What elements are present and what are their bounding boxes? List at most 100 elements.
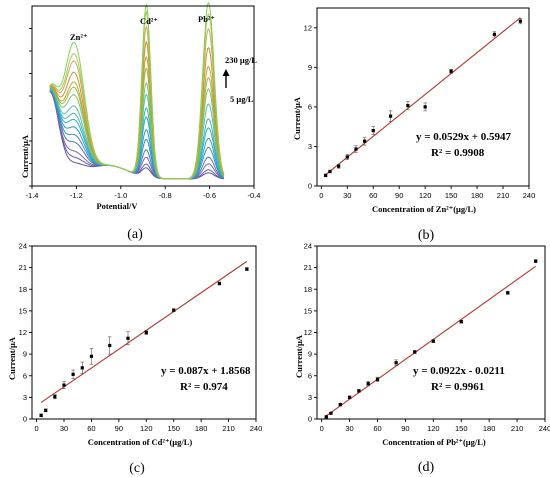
panel-c-ytick-label: 9 [23, 350, 27, 359]
panel-b-plot [323, 17, 523, 178]
panel-a-xtick-label: -0.4 [248, 191, 261, 200]
panel-b-data-point [371, 129, 375, 133]
panel-d-data-point [357, 389, 361, 393]
panel-b-xtick-label: 150 [445, 191, 458, 200]
panel-b-ytick-label: 12 [304, 23, 312, 32]
panel-b-ytick-label: 0 [308, 182, 312, 191]
panel-b-ytick-label: 6 [308, 102, 312, 111]
panel-b-data-point [345, 155, 349, 159]
panel-d-xtick-label: 240 [539, 424, 550, 433]
panel-c-ytick-label: 12 [19, 328, 27, 337]
panel-d-data-point [324, 415, 328, 419]
arrow-up-icon [222, 69, 230, 88]
panel-c-ytick-label: 0 [23, 415, 27, 424]
panel-b-data-point [337, 164, 341, 168]
panel-c-xtick-label: 180 [195, 424, 208, 433]
panel-a-ylabel: Current/μA [20, 134, 30, 178]
panel-d-ytick-label: 9 [308, 350, 312, 359]
panel-d-xtick-label: 120 [427, 424, 440, 433]
panel-d-plot [324, 259, 538, 419]
panel-d-data-point [459, 320, 463, 324]
panel-d-xtick-label: 210 [511, 424, 524, 433]
panel-c-equation: y = 0.087x + 1.8568 [161, 365, 251, 377]
panel-b-data-point [328, 169, 332, 174]
panel-a-xtick-label: -0.6 [203, 191, 216, 200]
panel-c-data-point [44, 408, 48, 412]
panel-b-xtick-label: 60 [369, 191, 377, 200]
panel-b-equation: y = 0.0529x + 0.5947 [416, 131, 512, 143]
panel-b-xtick-label: 0 [319, 191, 323, 200]
panel-b-data-point [362, 139, 367, 143]
panel-b-frame [316, 7, 530, 187]
panel-a-xtick-label: -1.2 [70, 191, 83, 200]
panel-d-xtick-label: 0 [320, 424, 324, 433]
panel-c-ytick-label: 18 [19, 285, 27, 294]
panel-c-ytick-label: 6 [23, 371, 27, 380]
panel-c-data-point [39, 413, 43, 417]
panel-d-data-point [506, 291, 510, 295]
zn-peak-label: Zn²⁺ [70, 32, 87, 42]
panel-d-data-point [366, 382, 370, 386]
panel-c-xtick-label: 30 [60, 424, 68, 433]
panel-d-xtick-label: 30 [345, 424, 353, 433]
panel-c-xlabel: Concentration of Cd²⁺(μg/L) [88, 437, 193, 447]
panel-b-data-point [324, 173, 328, 178]
panel-d-frame [316, 245, 546, 420]
panel-c-ytick-label: 24 [19, 242, 27, 251]
panel-c-data-point [245, 267, 249, 271]
panel-b-label: (b) [418, 228, 435, 243]
panel-a-label: (a) [127, 227, 143, 242]
panel-b-xtick-label: 120 [419, 191, 432, 200]
panel-d-xtick-label: 150 [455, 424, 468, 433]
panel-c-data-point [217, 281, 222, 286]
panel-b-ytick-label: 3 [308, 142, 312, 151]
panel-d-r2: R² = 0.9961 [431, 381, 484, 393]
panel-c-data-point [144, 330, 148, 335]
panel-c-xtick-label: 210 [222, 424, 235, 433]
panel-a-xtick-label: -1.0 [114, 191, 127, 200]
panel-d-xtick-label: 60 [373, 424, 381, 433]
panel-c-plot [39, 260, 249, 418]
panel-d-data-point [413, 350, 417, 354]
panel-c-fit-line [40, 260, 248, 403]
panel-b-ylabel: Current/μA [292, 96, 302, 140]
panel-d-xtick-label: 90 [401, 424, 409, 433]
panel-c-xtick-label: 0 [34, 424, 38, 433]
panel-c-xtick-label: 60 [87, 424, 95, 433]
panel-c-ytick-label: 15 [19, 306, 27, 315]
panel-b-fit-line [325, 17, 521, 176]
panel-b-data-point [423, 105, 427, 109]
panel-a-voltammogram: -1.4 -1.2 -1.0 -0.8 -0.6 -0.4 Zn²⁺ Cd²⁺ Pb²⁺ … [20, 1, 261, 242]
panel-d-data-point [329, 411, 333, 415]
panel-d-ytick-label: 15 [304, 306, 312, 315]
panel-b-xtick-label: 210 [497, 191, 510, 200]
panel-a-xtick-label: -1.4 [26, 191, 39, 200]
panel-d-ytick-label: 18 [304, 285, 312, 294]
panel-c-ytick-label: 21 [19, 263, 27, 272]
panel-d-ytick-label: 12 [304, 328, 312, 337]
panel-a-xlabel: Potential/V [96, 201, 138, 211]
voltammogram-curve [49, 1, 225, 180]
panel-d-data-point [431, 339, 435, 343]
panel-b-data-point [518, 19, 522, 23]
panel-c-xtick-label: 150 [167, 424, 180, 433]
panel-a-axes: -1.4 -1.2 -1.0 -0.8 -0.6 -0.4 [26, 5, 261, 200]
panel-d-data-point [347, 395, 352, 399]
panel-d-xtick-label: 180 [483, 424, 496, 433]
panel-d-data-point [375, 377, 380, 381]
panel-d-ylabel: Current/μA [294, 334, 304, 378]
cd-peak-label: Cd²⁺ [140, 16, 158, 26]
panel-d-axes: 0 30 60 90 120 150 180 210 240 0 3 6 9 12 15 18 21 24 [304, 242, 550, 434]
panel-c-xtick-label: 240 [250, 424, 263, 433]
panel-c-ytick-label: 3 [23, 393, 27, 402]
conc-high-label: 230 μg/L [225, 55, 257, 65]
panel-b-xtick-label: 90 [395, 191, 403, 200]
panel-d-xlabel: Concentration of Pb²⁺(μg/L) [382, 437, 486, 447]
panel-b-zn-calibration: 0 30 60 90 120 150 180 210 240 0 3 6 9 12 y = 0.0529x… [292, 7, 535, 243]
panel-d-ytick-label: 3 [308, 393, 312, 402]
panel-b-data-point [388, 114, 393, 118]
panel-d-ytick-label: 6 [308, 371, 312, 380]
panel-d-data-point [338, 402, 342, 407]
conc-low-label: 5 μg/L [230, 94, 254, 104]
